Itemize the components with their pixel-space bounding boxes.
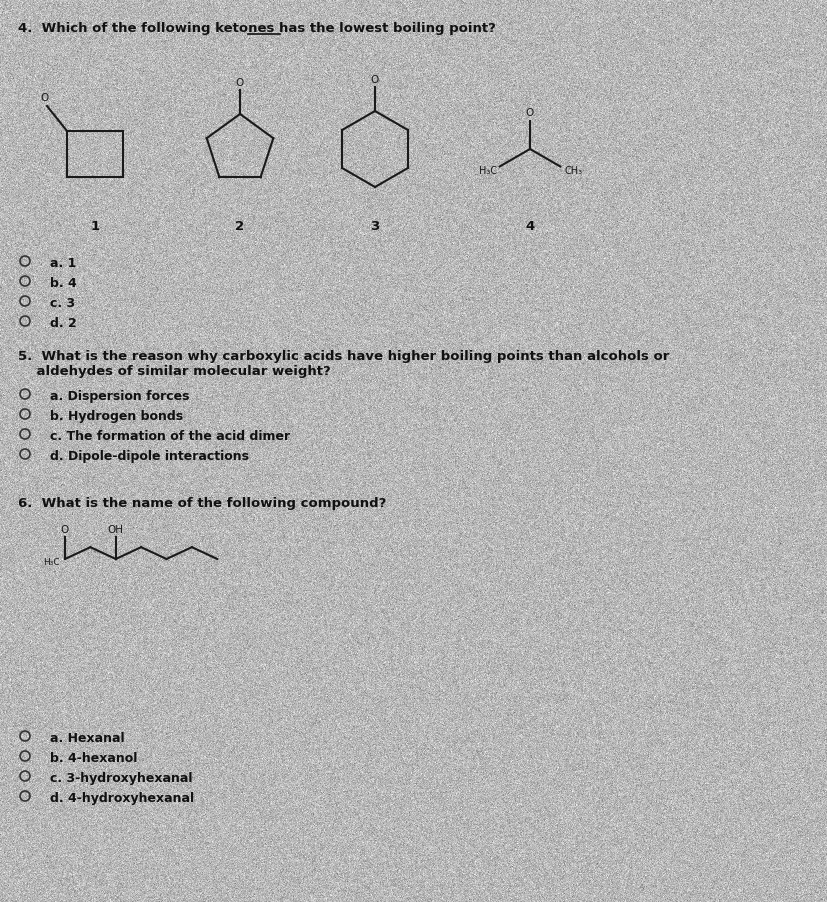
- Text: a. Hexanal: a. Hexanal: [50, 732, 125, 744]
- Text: a. 1: a. 1: [50, 257, 76, 270]
- Text: b. 4: b. 4: [50, 277, 77, 290]
- Text: c. 3-hydroxyhexanal: c. 3-hydroxyhexanal: [50, 771, 192, 784]
- Text: O: O: [61, 524, 69, 534]
- Text: b. Hydrogen bonds: b. Hydrogen bonds: [50, 410, 183, 422]
- Text: 3: 3: [370, 220, 379, 233]
- Text: 5.  What is the reason why carboxylic acids have higher boiling points than alco: 5. What is the reason why carboxylic aci…: [18, 350, 668, 363]
- Text: d. 2: d. 2: [50, 317, 77, 329]
- Text: OH: OH: [108, 524, 123, 534]
- Text: a. Dispersion forces: a. Dispersion forces: [50, 390, 189, 402]
- Text: O: O: [370, 75, 379, 85]
- Text: b. 4-hexanol: b. 4-hexanol: [50, 751, 137, 764]
- Text: 6.  What is the name of the following compound?: 6. What is the name of the following com…: [18, 496, 386, 510]
- Text: H₃C: H₃C: [43, 557, 60, 566]
- Text: O: O: [525, 108, 533, 118]
- Text: c. 3: c. 3: [50, 297, 75, 309]
- Text: 4.  Which of the following ketones has the lowest boiling point?: 4. Which of the following ketones has th…: [18, 22, 495, 35]
- Text: d. Dipole-dipole interactions: d. Dipole-dipole interactions: [50, 449, 249, 463]
- Text: CH₃: CH₃: [563, 165, 581, 175]
- Text: O: O: [41, 93, 49, 103]
- Text: 1: 1: [90, 220, 99, 233]
- Text: aldehydes of similar molecular weight?: aldehydes of similar molecular weight?: [18, 364, 330, 378]
- Text: c. The formation of the acid dimer: c. The formation of the acid dimer: [50, 429, 289, 443]
- Text: 2: 2: [235, 220, 244, 233]
- Text: 4: 4: [525, 220, 534, 233]
- Text: O: O: [236, 78, 244, 87]
- Text: H₃C: H₃C: [478, 165, 496, 175]
- Text: d. 4-hydroxyhexanal: d. 4-hydroxyhexanal: [50, 791, 194, 804]
